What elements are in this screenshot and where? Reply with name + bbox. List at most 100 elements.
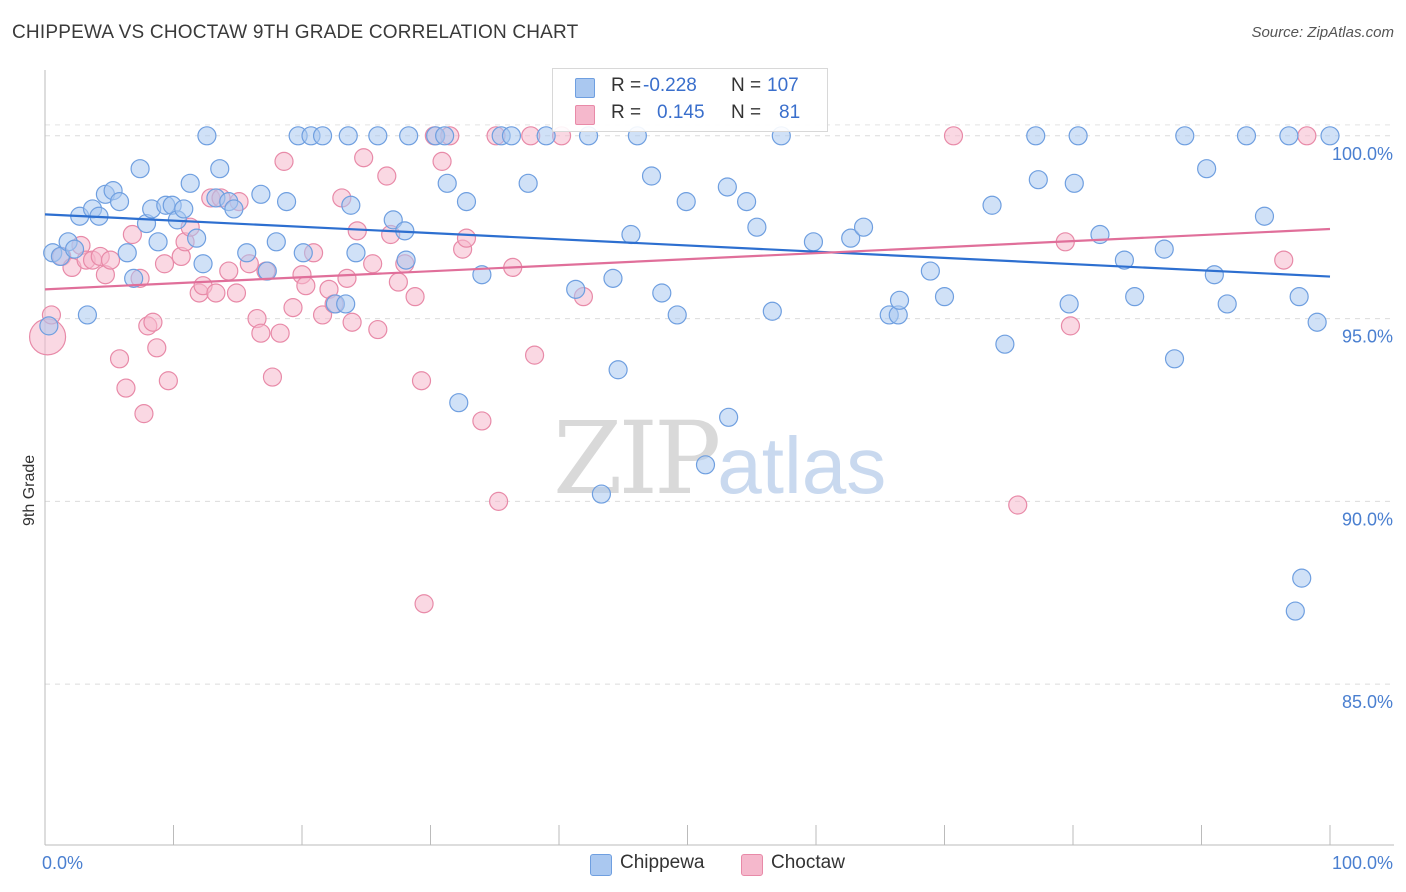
chippewa-point[interactable]	[456, 192, 477, 212]
choctaw-point[interactable]	[100, 250, 121, 270]
choctaw-point[interactable]	[147, 338, 167, 358]
chippewa-point[interactable]	[437, 173, 457, 193]
chippewa-point[interactable]	[174, 199, 194, 219]
chippewa-point[interactable]	[368, 126, 388, 146]
choctaw-point[interactable]	[116, 378, 136, 398]
chippewa-point[interactable]	[719, 407, 739, 427]
chippewa-point[interactable]	[1320, 126, 1340, 146]
chippewa-point[interactable]	[346, 243, 366, 263]
choctaw-point[interactable]	[1274, 250, 1294, 270]
chippewa-point[interactable]	[396, 250, 416, 270]
choctaw-point[interactable]	[143, 312, 163, 332]
choctaw-point[interactable]	[489, 491, 509, 511]
chippewa-point[interactable]	[1197, 159, 1217, 179]
chippewa-point[interactable]	[117, 243, 137, 263]
chippewa-point[interactable]	[591, 484, 612, 504]
choctaw-point[interactable]	[411, 371, 432, 391]
chippewa-point[interactable]	[312, 126, 333, 146]
chippewa-point[interactable]	[676, 192, 696, 212]
choctaw-point[interactable]	[154, 254, 175, 274]
chippewa-point[interactable]	[39, 316, 59, 336]
chippewa-point[interactable]	[257, 261, 277, 281]
chippewa-point[interactable]	[652, 283, 672, 303]
choctaw-point[interactable]	[456, 228, 477, 248]
choctaw-point[interactable]	[122, 224, 142, 245]
chippewa-point[interactable]	[1114, 250, 1135, 270]
choctaw-point[interactable]	[432, 151, 452, 171]
chippewa-point[interactable]	[224, 199, 244, 219]
choctaw-point[interactable]	[337, 268, 357, 288]
chippewa-point[interactable]	[1285, 601, 1305, 621]
chippewa-point[interactable]	[472, 265, 492, 285]
choctaw-point[interactable]	[377, 166, 397, 186]
choctaw-point[interactable]	[270, 323, 290, 343]
chippewa-point[interactable]	[293, 243, 313, 263]
choctaw-point[interactable]	[414, 594, 434, 614]
chippewa-point[interactable]	[1307, 312, 1327, 332]
chippewa-point[interactable]	[1064, 173, 1084, 193]
chippewa-point[interactable]	[237, 243, 257, 263]
chippewa-point[interactable]	[762, 301, 782, 321]
choctaw-point[interactable]	[262, 367, 283, 387]
choctaw-point[interactable]	[1297, 126, 1317, 146]
chippewa-point[interactable]	[276, 192, 297, 212]
chippewa-point[interactable]	[1289, 287, 1309, 307]
choctaw-point[interactable]	[158, 371, 178, 391]
chippewa-point[interactable]	[737, 192, 757, 212]
chippewa-point[interactable]	[1028, 170, 1048, 190]
chippewa-point[interactable]	[1204, 265, 1224, 285]
choctaw-point[interactable]	[296, 276, 316, 296]
choctaw-point[interactable]	[943, 126, 964, 146]
chippewa-point[interactable]	[341, 195, 361, 215]
chippewa-point[interactable]	[1292, 568, 1312, 588]
chippewa-point[interactable]	[77, 305, 98, 325]
choctaw-point[interactable]	[524, 345, 545, 365]
chippewa-point[interactable]	[621, 224, 641, 245]
chippewa-point[interactable]	[603, 268, 623, 288]
chippewa-point[interactable]	[1059, 294, 1079, 314]
chippewa-point[interactable]	[449, 393, 469, 413]
chippewa-point[interactable]	[210, 159, 230, 179]
choctaw-point[interactable]	[1060, 316, 1081, 336]
chippewa-point[interactable]	[1175, 126, 1195, 146]
chippewa-point[interactable]	[803, 232, 824, 252]
chippewa-point[interactable]	[338, 126, 358, 146]
chippewa-point[interactable]	[109, 192, 130, 212]
chippewa-point[interactable]	[853, 217, 874, 237]
chippewa-point[interactable]	[889, 290, 910, 310]
chippewa-point[interactable]	[995, 334, 1015, 354]
chippewa-point[interactable]	[536, 126, 556, 146]
chippewa-point[interactable]	[1068, 126, 1088, 146]
chippewa-point[interactable]	[180, 173, 200, 193]
chippewa-point[interactable]	[124, 268, 144, 288]
chippewa-point[interactable]	[747, 217, 767, 237]
chippewa-point[interactable]	[1254, 206, 1275, 226]
chippewa-point[interactable]	[1125, 287, 1145, 307]
chippewa-point[interactable]	[193, 254, 213, 274]
chippewa-point[interactable]	[1279, 126, 1299, 146]
choctaw-point[interactable]	[368, 319, 388, 340]
choctaw-point[interactable]	[354, 148, 374, 168]
chippewa-point[interactable]	[64, 239, 85, 259]
chippewa-point[interactable]	[251, 184, 271, 204]
chippewa-point[interactable]	[1236, 126, 1257, 146]
chippewa-point[interactable]	[435, 126, 455, 146]
choctaw-point[interactable]	[226, 283, 247, 303]
chippewa-point[interactable]	[501, 126, 522, 146]
chippewa-point[interactable]	[608, 360, 628, 380]
choctaw-point[interactable]	[109, 349, 130, 369]
chippewa-point[interactable]	[1154, 239, 1174, 259]
choctaw-point[interactable]	[1008, 495, 1028, 515]
chippewa-point[interactable]	[1026, 126, 1046, 146]
chippewa-point[interactable]	[982, 195, 1002, 215]
chippewa-point[interactable]	[518, 173, 538, 193]
chippewa-point[interactable]	[336, 294, 356, 314]
choctaw-point[interactable]	[134, 404, 154, 424]
chippewa-point[interactable]	[197, 126, 217, 146]
choctaw-point[interactable]	[206, 283, 226, 303]
chippewa-point[interactable]	[641, 166, 662, 186]
choctaw-point[interactable]	[388, 272, 408, 292]
choctaw-point[interactable]	[363, 254, 383, 274]
choctaw-point[interactable]	[283, 298, 303, 318]
chippewa-point[interactable]	[1164, 349, 1185, 369]
